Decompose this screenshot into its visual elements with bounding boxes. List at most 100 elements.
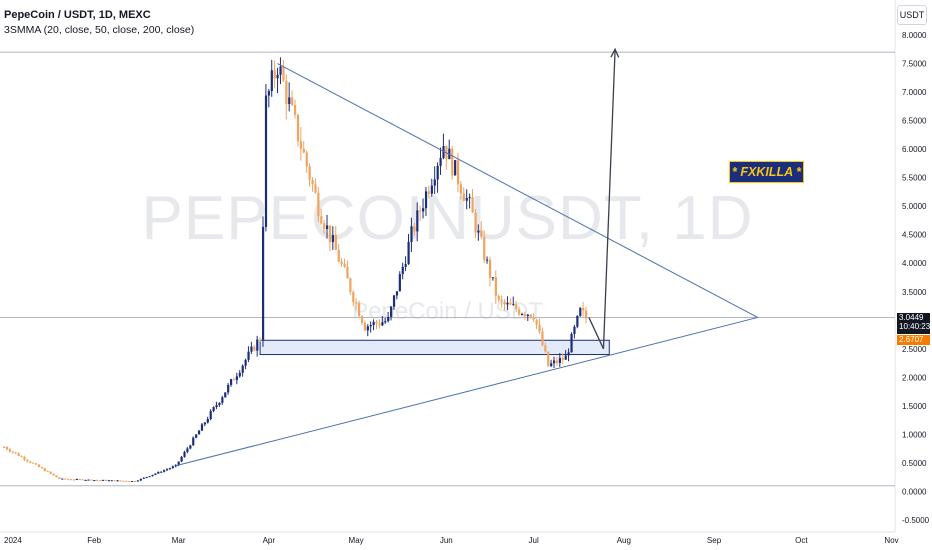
candle-body xyxy=(163,470,166,472)
candle-body xyxy=(477,230,480,233)
candle-body xyxy=(480,230,483,237)
y-tick-label: 2.5000 xyxy=(902,345,927,354)
candle-body xyxy=(550,363,553,367)
candle-body xyxy=(355,302,358,304)
candle-body xyxy=(87,479,90,481)
candle-body xyxy=(462,193,465,201)
candle-body xyxy=(360,316,364,323)
currency-unit-button[interactable]: USDT xyxy=(897,5,927,25)
candle-body xyxy=(229,379,233,385)
candle-body xyxy=(235,376,238,380)
candle-body xyxy=(317,192,320,217)
candle-body xyxy=(567,352,570,356)
candle-body xyxy=(555,360,559,363)
candle-body xyxy=(206,419,209,423)
indicator-label[interactable]: 3SMMA (20, close, 50, close, 200, close) xyxy=(4,24,195,36)
candle-body xyxy=(270,70,273,92)
candle-body xyxy=(133,481,137,483)
last-price-tag: 3.0449 10:40:23 xyxy=(897,313,930,334)
candle-body xyxy=(381,322,384,326)
candle-body xyxy=(372,321,375,326)
candle-body xyxy=(561,357,564,360)
candle-body xyxy=(55,475,58,478)
candle-body xyxy=(500,299,503,302)
smma-price-tag: 2.6707 xyxy=(897,335,930,345)
candle-body xyxy=(154,473,157,475)
candle-body xyxy=(296,114,300,142)
candle-body xyxy=(456,160,460,185)
y-tick-label: 6.0000 xyxy=(902,145,927,154)
candle-body xyxy=(442,145,445,158)
candle-body xyxy=(72,479,76,481)
candle-body xyxy=(40,467,44,469)
candle-body xyxy=(558,357,562,363)
candle-body xyxy=(3,446,6,448)
y-tick-label: 8.0000 xyxy=(902,31,927,40)
candle-body xyxy=(349,278,352,293)
candle-body xyxy=(497,296,500,300)
candle-body xyxy=(78,479,81,481)
candle-body xyxy=(419,210,422,212)
candle-body xyxy=(491,277,495,279)
candle-body xyxy=(299,141,303,149)
candle-body xyxy=(285,80,288,105)
candle-body xyxy=(46,471,49,473)
candle-body xyxy=(218,402,221,406)
candle-body xyxy=(238,372,241,377)
candle-body xyxy=(189,445,192,449)
candle-body xyxy=(160,471,163,473)
candle-body xyxy=(529,314,532,318)
candle-body xyxy=(436,165,439,180)
candle-body xyxy=(35,463,38,465)
y-tick-label: -0.5000 xyxy=(902,516,930,525)
candle-body xyxy=(430,185,433,194)
candle-body xyxy=(110,480,113,482)
candle-body xyxy=(93,480,96,482)
chart-title: PepeCoin / USDT, 1D, MEXC xyxy=(4,9,151,21)
candle-body xyxy=(427,191,431,194)
candle-body xyxy=(573,326,576,334)
candle-body xyxy=(273,70,276,79)
candle-body xyxy=(224,392,227,398)
candle-body xyxy=(398,274,401,292)
candle-body xyxy=(221,397,224,403)
candle-body xyxy=(488,259,492,278)
candle-body xyxy=(99,480,102,482)
candle-body xyxy=(320,216,323,224)
x-tick-label: Jun xyxy=(440,536,453,545)
candle-body xyxy=(465,197,468,201)
candle-body xyxy=(14,452,17,454)
candle-body xyxy=(81,479,84,481)
candle-body xyxy=(401,266,404,275)
y-tick-label: 5.0000 xyxy=(902,202,927,211)
candle-body xyxy=(352,292,355,303)
candle-body xyxy=(64,478,67,480)
candle-body xyxy=(395,291,399,296)
candle-body xyxy=(195,434,198,438)
candle-body xyxy=(23,456,26,460)
candle-body xyxy=(177,461,180,465)
candle-body xyxy=(311,179,314,185)
candle-body xyxy=(227,384,230,393)
candle-body xyxy=(547,351,550,367)
trendline-upper xyxy=(277,63,758,318)
candle-body xyxy=(259,339,262,341)
x-tick-label: Feb xyxy=(87,536,101,545)
candle-body xyxy=(314,184,317,193)
candle-body xyxy=(37,464,41,468)
candle-body xyxy=(564,355,567,360)
candle-body xyxy=(58,477,61,479)
candle-body xyxy=(404,264,407,267)
fxkilla-badge: * FXKILLA * xyxy=(729,161,804,183)
candle-body xyxy=(439,157,442,166)
candle-body xyxy=(247,351,250,360)
candle-body xyxy=(302,148,305,153)
candle-body xyxy=(139,478,142,481)
candle-body xyxy=(209,411,212,420)
candle-body xyxy=(119,480,122,482)
candle-body xyxy=(503,301,506,305)
candle-body xyxy=(32,462,35,464)
candle-body xyxy=(451,148,454,176)
candle-body xyxy=(579,307,582,316)
